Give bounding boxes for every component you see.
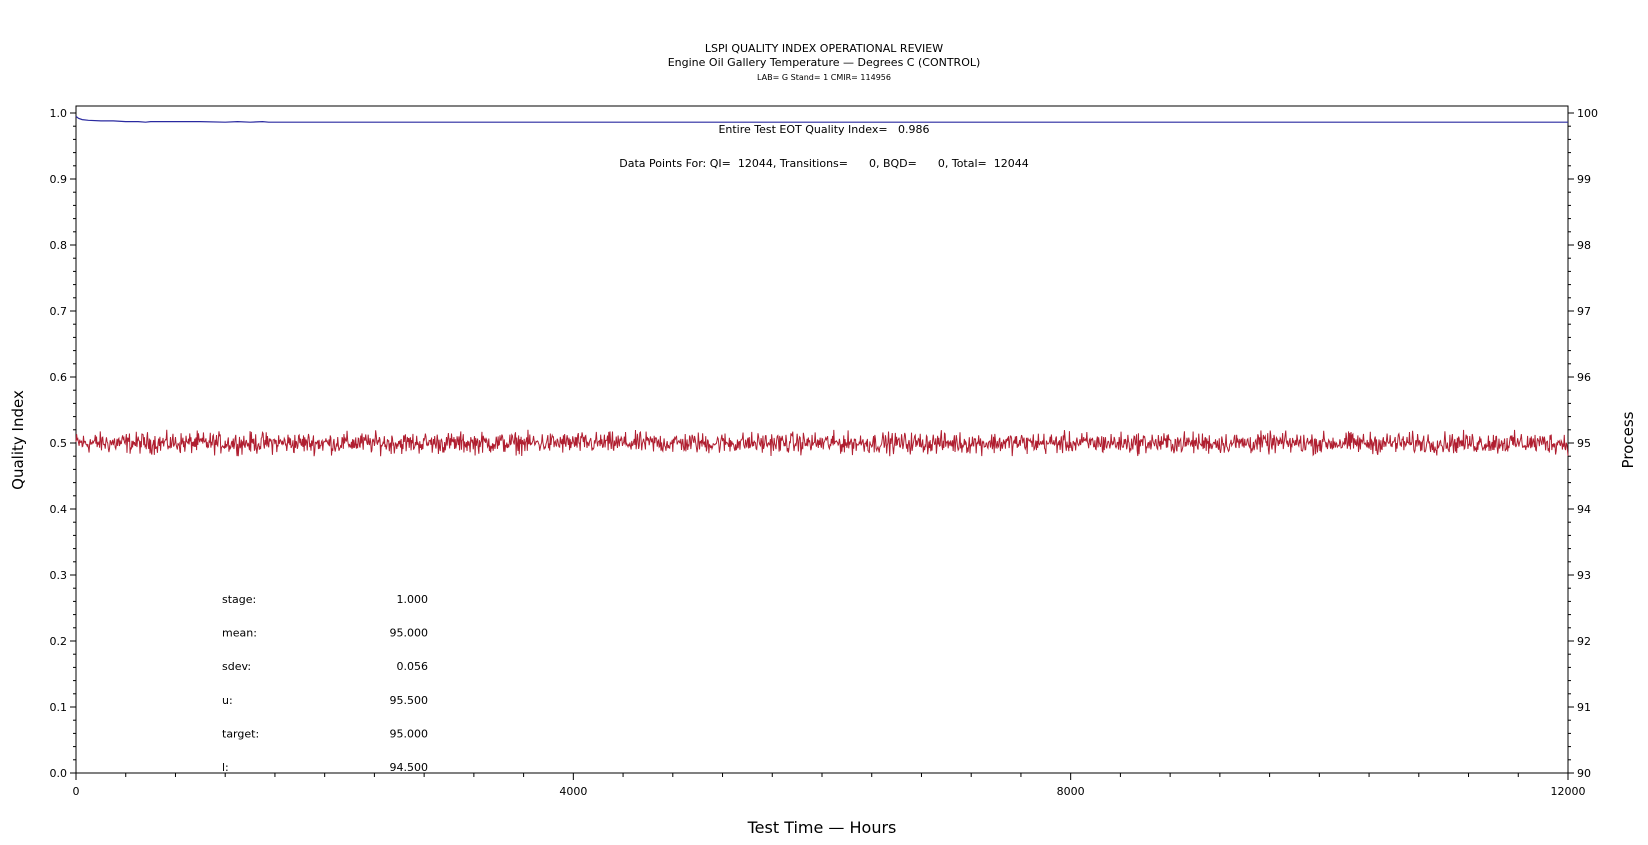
right-tick-label: 98	[1577, 239, 1591, 252]
quality-index-line	[75, 115, 1568, 123]
x-axis: 0 4000 8000 12000	[73, 773, 1586, 798]
right-tick-label: 91	[1577, 701, 1591, 714]
stat-value: 95.000	[390, 627, 429, 640]
stat-label: mean:	[222, 627, 257, 640]
x-axis-label: Test Time — Hours	[747, 818, 897, 837]
x-tick-label: 4000	[559, 785, 587, 798]
right-tick-label: 90	[1577, 767, 1591, 780]
left-tick-label: 0.6	[50, 371, 68, 384]
right-tick-label: 97	[1577, 305, 1591, 318]
left-y-axis-label: Quality Index	[9, 390, 27, 490]
stat-label: sdev:	[222, 660, 251, 673]
stat-value: 94.500	[390, 761, 429, 774]
left-tick-label: 0.7	[50, 305, 68, 318]
right-y-axis-label: Process	[1619, 411, 1637, 468]
left-tick-label: 0.1	[50, 701, 68, 714]
left-tick-label: 0.4	[50, 503, 68, 516]
x-tick-label: 8000	[1057, 785, 1085, 798]
stat-label: u:	[222, 694, 233, 707]
right-tick-label: 92	[1577, 635, 1591, 648]
left-tick-label: 0.3	[50, 569, 68, 582]
chart-subtitle: Engine Oil Gallery Temperature — Degrees…	[668, 56, 981, 69]
stats-block: stage: 1.000 mean: 95.000 sdev: 0.056 u: 95.500…	[222, 593, 428, 774]
right-tick-label: 93	[1577, 569, 1591, 582]
left-tick-label: 0.0	[50, 767, 68, 780]
stat-value: 1.000	[397, 593, 429, 606]
stat-label: l:	[222, 761, 229, 774]
quality-index-annotation: Entire Test EOT Quality Index= 0.986	[718, 123, 929, 136]
right-tick-label: 100	[1577, 107, 1598, 120]
left-tick-label: 0.2	[50, 635, 68, 648]
x-tick-label: 12000	[1551, 785, 1586, 798]
right-tick-label: 99	[1577, 173, 1591, 186]
left-tick-label: 1.0	[50, 107, 68, 120]
chart-subtitle-lab: LAB= G Stand= 1 CMIR= 114956	[757, 73, 891, 82]
stat-label: target:	[222, 727, 259, 740]
left-tick-label: 0.8	[50, 239, 68, 252]
chart-title: LSPI QUALITY INDEX OPERATIONAL REVIEW	[705, 42, 943, 55]
stat-value: 0.056	[397, 660, 429, 673]
left-y-axis: 0.0 0.1 0.2 0.3 0.4 0.5 0.6 0.7 0.8 0.9 1.0	[50, 107, 76, 780]
stat-label: stage:	[222, 593, 256, 606]
x-tick-label: 0	[73, 785, 80, 798]
right-tick-label: 95	[1577, 437, 1591, 450]
data-points-annotation: Data Points For: QI= 12044, Transitions=…	[619, 157, 1028, 170]
stat-value: 95.000	[390, 727, 429, 740]
stat-value: 95.500	[390, 694, 429, 707]
left-tick-label: 0.9	[50, 173, 68, 186]
left-tick-label: 0.5	[50, 437, 68, 450]
right-y-axis: 90 91 92 93 94 95 96 97 98 99 100	[1568, 107, 1598, 780]
right-tick-label: 96	[1577, 371, 1591, 384]
right-tick-label: 94	[1577, 503, 1591, 516]
process-trace-line	[75, 429, 1569, 457]
